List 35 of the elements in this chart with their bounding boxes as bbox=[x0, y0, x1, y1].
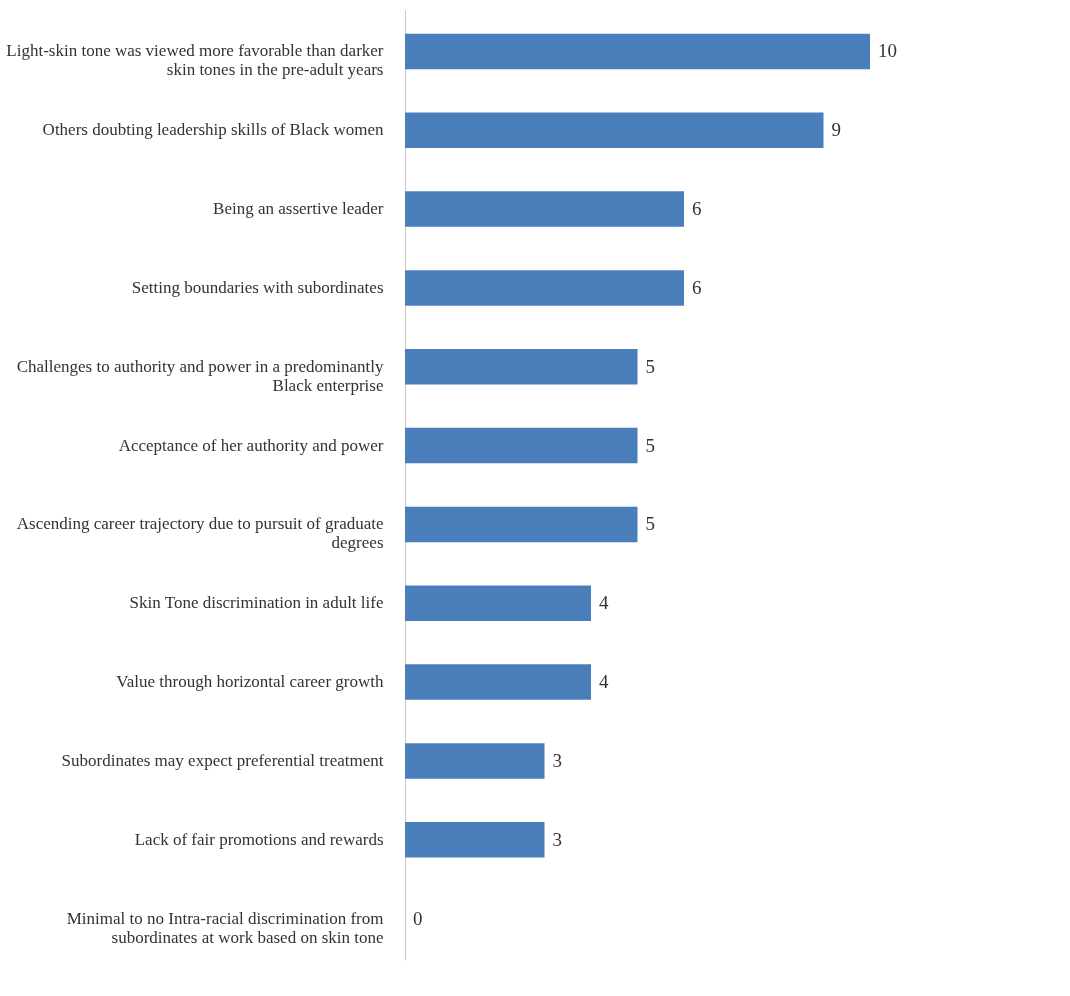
bar bbox=[405, 506, 638, 543]
bar bbox=[405, 585, 591, 621]
y-tick-label: Others doubting leadership skills of Black women bbox=[42, 120, 384, 140]
data-label: 10 bbox=[878, 40, 897, 62]
bar bbox=[405, 112, 824, 148]
y-tick-label: Being an assertive leader bbox=[213, 199, 384, 219]
y-tick-label: Light-skin tone was viewed more favorable than darker skin tones in the pre-adult years bbox=[6, 41, 384, 80]
bar bbox=[405, 743, 545, 779]
bar bbox=[405, 349, 638, 385]
data-label: 0 bbox=[413, 907, 423, 929]
data-label: 5 bbox=[645, 355, 655, 377]
data-label: 6 bbox=[692, 198, 702, 220]
y-tick-label: Subordinates may expect preferential treatment bbox=[61, 750, 384, 770]
data-label: 4 bbox=[599, 671, 609, 693]
bar bbox=[405, 664, 591, 700]
y-tick-label: Minimal to no Intra-racial discrimination from subordinates at work based on skin tone bbox=[66, 908, 384, 947]
bar bbox=[405, 822, 545, 858]
data-label: 4 bbox=[599, 592, 609, 614]
data-label: 3 bbox=[552, 749, 562, 771]
y-tick-label: Skin Tone discrimination in adult life bbox=[129, 593, 384, 613]
data-label: 9 bbox=[831, 119, 841, 141]
y-tick-label: Value through horizontal career growth bbox=[116, 672, 384, 692]
y-tick-label: Lack of fair promotions and rewards bbox=[134, 829, 384, 849]
y-tick-label: Setting boundaries with subordinates bbox=[131, 277, 384, 297]
y-tick-label: Acceptance of her authority and power bbox=[118, 435, 384, 455]
y-tick-label: Challenges to authority and power in a predominantly Black enterprise bbox=[16, 356, 384, 395]
y-tick-label: Ascending career trajectory due to pursuit of graduate degrees bbox=[16, 514, 384, 553]
data-label: 3 bbox=[552, 828, 562, 850]
data-label: 5 bbox=[645, 513, 655, 535]
data-label: 6 bbox=[692, 276, 702, 298]
bar bbox=[405, 270, 684, 306]
data-label: 5 bbox=[645, 434, 655, 456]
bar bbox=[405, 191, 684, 227]
bar bbox=[405, 33, 870, 70]
bar bbox=[405, 427, 638, 464]
